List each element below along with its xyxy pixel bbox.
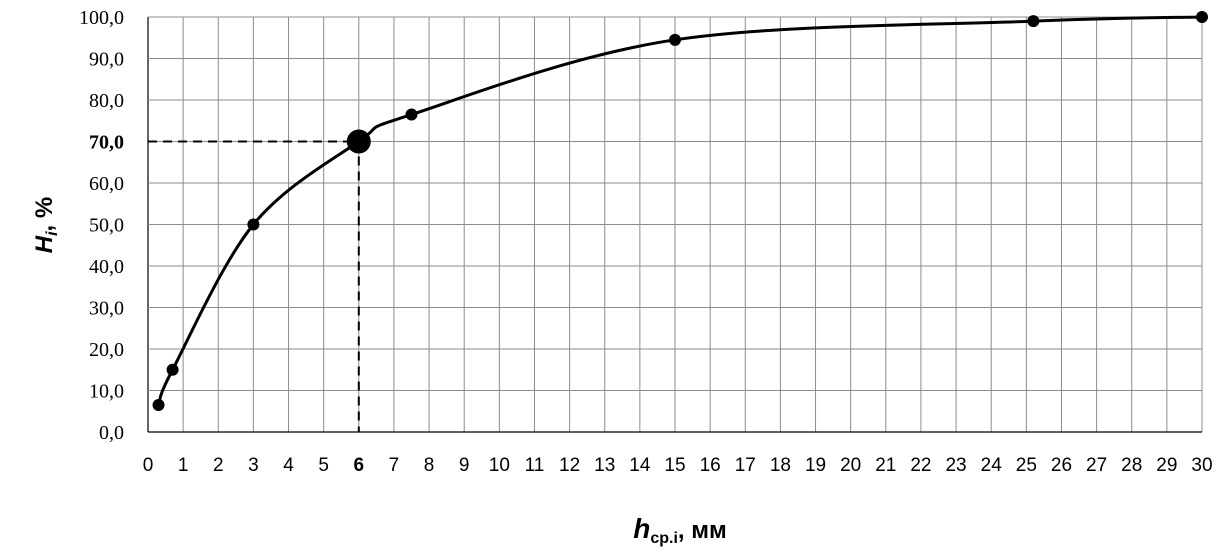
x-tick-label: 14 (629, 455, 651, 476)
x-tick-label: 4 (283, 455, 294, 476)
x-tick-label: 12 (559, 455, 580, 476)
data-point (1027, 15, 1040, 28)
x-tick-labels: 0 1 2 3 4 5 6 7 8 9 10 11 12 13 14 15 16 17 18 19 20 21 22 23 24… (143, 455, 1213, 476)
x-tick-label: 19 (805, 455, 826, 476)
x-tick-label: 8 (424, 455, 435, 476)
x-tick-label: 23 (945, 455, 966, 476)
series-curve (157, 15, 1203, 406)
x-tick-label: 17 (735, 455, 756, 476)
x-axis-label-main: h (633, 513, 650, 544)
x-tick-label: 15 (664, 455, 685, 476)
x-tick-label: 2 (213, 455, 224, 476)
y-axis-label: Hi, % (31, 197, 61, 253)
data-point (166, 363, 179, 376)
y-axis-label-suffix: , % (31, 197, 58, 232)
x-tick-label: 3 (248, 455, 259, 476)
data-point (247, 218, 260, 231)
y-tick-label: 50,0 (89, 215, 124, 237)
x-tick-label: 10 (489, 455, 510, 476)
grid (147, 16, 1203, 433)
y-tick-label: 60,0 (89, 173, 124, 195)
y-tick-labels: 0,0 10,0 20,0 30,0 40,0 50,0 60,0 70,0 80,0 90,0 1… (79, 7, 124, 444)
x-tick-label: 25 (1016, 455, 1037, 476)
x-tick-label: 6 (354, 455, 365, 476)
data-point (405, 108, 418, 121)
x-tick-label: 30 (1191, 455, 1212, 476)
y-tick-label: 10,0 (89, 381, 124, 403)
x-tick-label: 16 (700, 455, 721, 476)
highlight-point (346, 129, 371, 154)
x-tick-label: 28 (1121, 455, 1142, 476)
guide-lines (148, 140, 360, 432)
x-tick-label: 21 (875, 455, 896, 476)
y-tick-label: 30,0 (89, 298, 124, 320)
series-line (157, 15, 1203, 406)
x-tick-label: 26 (1051, 455, 1072, 476)
y-tick-label: 70,0 (89, 132, 124, 154)
y-tick-label: 40,0 (89, 256, 124, 278)
data-point (669, 33, 681, 46)
x-axis-label-sub: ср.i (650, 530, 678, 547)
data-point (152, 399, 165, 412)
x-tick-label: 13 (594, 455, 615, 476)
y-tick-label: 100,0 (79, 7, 124, 29)
x-tick-label: 20 (840, 455, 861, 476)
x-tick-label: 1 (178, 455, 189, 476)
data-points (152, 11, 1208, 412)
x-tick-label: 7 (389, 455, 400, 476)
y-tick-label: 90,0 (89, 49, 124, 71)
x-tick-label: 11 (525, 455, 545, 476)
x-axis-label-suffix: , мм (678, 517, 727, 544)
x-tick-label: 9 (459, 455, 470, 476)
data-point (1196, 11, 1208, 23)
x-tick-label: 18 (770, 455, 791, 476)
x-tick-label: 24 (981, 455, 1003, 476)
x-tick-label: 5 (318, 455, 329, 476)
x-axis-label: hср.i, мм (633, 513, 727, 547)
x-tick-label: 29 (1156, 455, 1177, 476)
y-tick-label: 20,0 (89, 339, 124, 361)
x-tick-label: 27 (1086, 455, 1107, 476)
y-axis-label-main: H (31, 235, 58, 253)
y-axis-label-sub: i (44, 231, 61, 236)
y-tick-label: 80,0 (89, 90, 124, 112)
y-tick-label: 0,0 (99, 422, 124, 444)
x-tick-label: 22 (910, 455, 931, 476)
x-tick-label: 0 (143, 455, 154, 476)
